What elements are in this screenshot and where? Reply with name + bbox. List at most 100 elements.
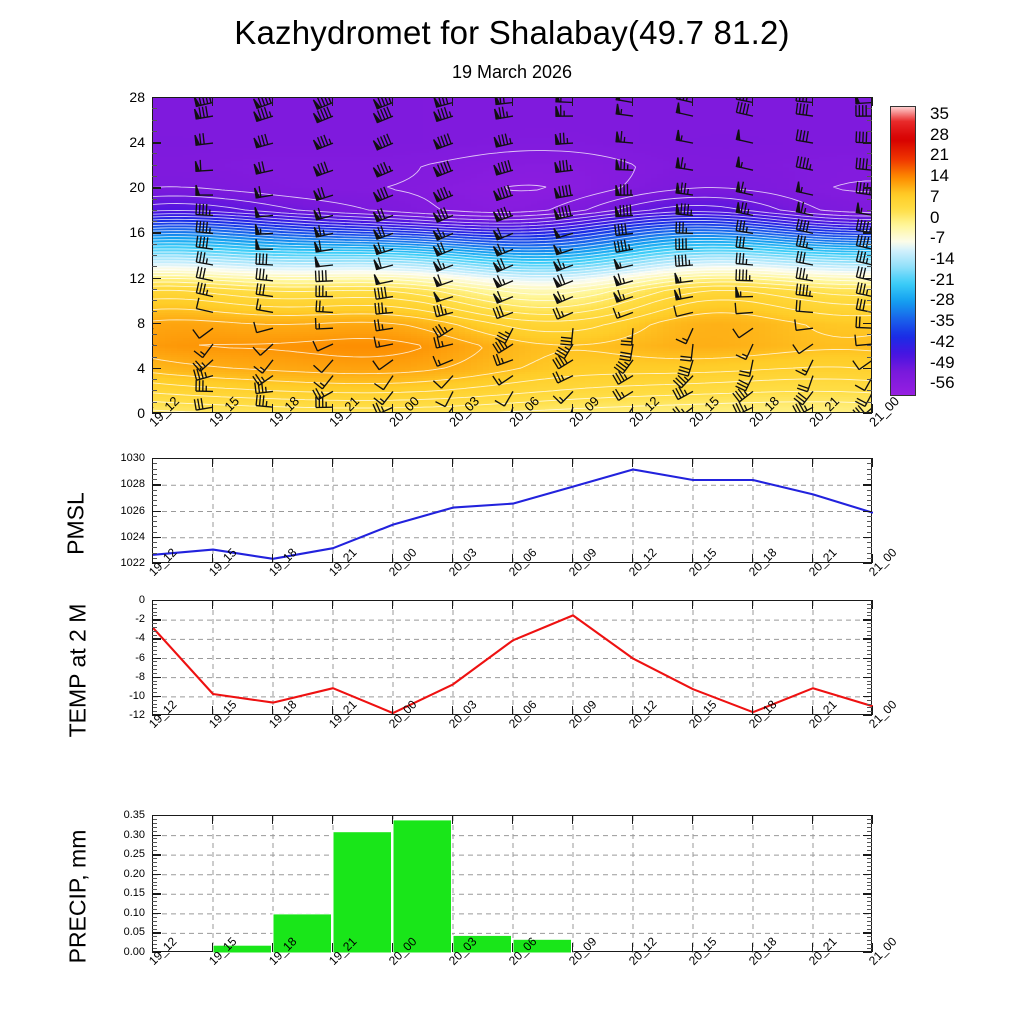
- x-tick-mark: [872, 815, 874, 824]
- x-tick-mark: [572, 97, 574, 106]
- y-minor-tick: [152, 842, 157, 844]
- y-tick-mark: [863, 657, 872, 659]
- y-tick-mark: [152, 600, 161, 602]
- x-tick-mark: [332, 458, 334, 467]
- x-tick-mark: [812, 815, 814, 824]
- y-tick-mark: [863, 413, 872, 415]
- y-tick-mark: [152, 563, 161, 565]
- y-minor-tick: [152, 944, 157, 946]
- y-tick-mark: [863, 277, 872, 279]
- y-tick-label: 0: [138, 594, 145, 606]
- y-minor-tick: [867, 692, 872, 693]
- y-minor-tick: [867, 494, 872, 496]
- x-tick-mark: [692, 404, 694, 413]
- pmsl-plot: [152, 458, 873, 564]
- x-tick-mark: [872, 943, 874, 952]
- x-tick-mark: [692, 600, 694, 609]
- y-tick-mark: [863, 619, 872, 621]
- colorbar-tick-label: 7: [930, 186, 940, 206]
- y-minor-tick: [867, 707, 872, 709]
- y-tick-label: -10: [129, 689, 145, 702]
- y-tick-label: 24: [129, 134, 145, 151]
- x-tick-mark: [632, 706, 634, 715]
- y-minor-tick: [152, 603, 157, 605]
- y-minor-tick: [152, 505, 157, 507]
- y-minor-tick: [867, 850, 872, 852]
- y-minor-tick: [152, 665, 157, 667]
- y-minor-tick: [867, 818, 872, 820]
- x-tick-mark: [752, 554, 754, 563]
- y-minor-tick: [867, 390, 872, 392]
- y-minor-tick: [152, 692, 157, 693]
- y-minor-tick: [152, 672, 157, 674]
- y-minor-tick: [867, 920, 872, 922]
- y-minor-tick: [867, 881, 872, 883]
- x-tick-mark: [332, 554, 334, 563]
- y-tick-mark: [152, 367, 161, 370]
- y-minor-tick: [152, 479, 157, 480]
- x-tick-mark: [692, 554, 694, 563]
- y-minor-tick: [152, 649, 157, 651]
- x-tick-mark: [872, 97, 874, 106]
- y-tick-mark: [152, 97, 161, 99]
- x-tick-mark: [212, 404, 214, 413]
- x-tick-mark: [212, 458, 214, 467]
- y-minor-tick: [152, 889, 157, 891]
- x-tick-mark: [392, 404, 394, 413]
- y-tick-mark: [152, 695, 161, 698]
- y-minor-tick: [867, 672, 872, 674]
- y-minor-tick: [867, 842, 872, 844]
- y-minor-tick: [152, 642, 157, 644]
- y-minor-tick: [867, 401, 872, 403]
- y-minor-tick: [152, 390, 157, 392]
- y-tick-mark: [863, 536, 872, 539]
- y-minor-tick: [867, 838, 872, 840]
- x-tick-mark: [692, 458, 694, 467]
- x-tick-mark: [272, 554, 274, 563]
- y-tick-label: 1024: [120, 530, 145, 543]
- y-minor-tick: [152, 489, 157, 491]
- x-tick-mark: [452, 458, 454, 467]
- y-minor-tick: [152, 634, 157, 636]
- y-minor-tick: [867, 473, 872, 475]
- y-tick-label: -12: [129, 709, 145, 721]
- y-tick-mark: [152, 413, 161, 415]
- y-tick-mark: [863, 367, 872, 370]
- y-tick-mark: [863, 322, 872, 325]
- colorbar-tick-label: 14: [930, 166, 949, 186]
- y-tick-mark: [152, 619, 161, 621]
- y-tick-label: 0.15: [123, 887, 145, 900]
- y-minor-tick: [867, 463, 872, 465]
- y-minor-tick: [867, 153, 872, 155]
- y-minor-tick: [152, 818, 157, 820]
- y-minor-tick: [152, 164, 157, 166]
- y-minor-tick: [152, 153, 157, 155]
- y-minor-tick: [867, 311, 872, 313]
- y-minor-tick: [867, 822, 872, 824]
- y-tick-mark: [152, 952, 161, 954]
- y-minor-tick: [152, 547, 157, 549]
- y-minor-tick: [867, 877, 872, 879]
- y-minor-tick: [152, 920, 157, 922]
- y-minor-tick: [867, 940, 872, 942]
- x-tick-mark: [212, 706, 214, 715]
- y-minor-tick: [152, 865, 157, 867]
- x-tick-mark: [152, 404, 154, 413]
- x-tick-mark: [152, 706, 154, 715]
- x-tick-mark: [392, 706, 394, 715]
- x-tick-mark: [632, 97, 634, 106]
- x-tick-mark: [452, 600, 454, 609]
- y-minor-tick: [152, 630, 157, 632]
- x-tick-mark: [872, 458, 874, 467]
- colorbar-tick-label: -49: [930, 352, 955, 372]
- y-minor-tick: [867, 521, 872, 522]
- y-tick-mark: [152, 854, 161, 856]
- y-minor-tick: [867, 661, 872, 663]
- y-minor-tick: [867, 611, 872, 613]
- y-minor-tick: [152, 646, 157, 647]
- y-minor-tick: [867, 198, 872, 200]
- y-minor-tick: [867, 642, 872, 644]
- colorbar-tick-label: -28: [930, 290, 955, 310]
- y-tick-mark: [863, 600, 872, 602]
- temp-2m-plot: [152, 600, 873, 716]
